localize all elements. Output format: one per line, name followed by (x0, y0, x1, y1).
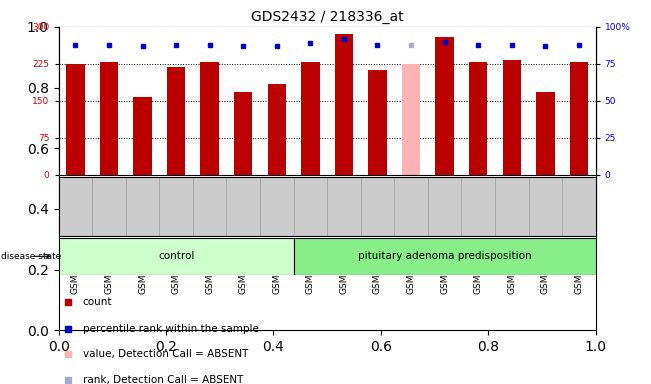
Text: percentile rank within the sample: percentile rank within the sample (83, 324, 258, 334)
Bar (167, 67, 186, 175)
Text: disease state: disease state (1, 252, 61, 261)
Text: pituitary adenoma predisposition: pituitary adenoma predisposition (358, 251, 531, 262)
Bar (268, 84, 286, 175)
Text: control: control (158, 251, 194, 262)
Bar (436, 37, 454, 175)
Bar (133, 98, 152, 175)
Text: value, Detection Call = ABSENT: value, Detection Call = ABSENT (83, 349, 248, 359)
Bar (234, 92, 253, 175)
Bar (536, 92, 555, 175)
Bar (100, 62, 118, 175)
Bar (201, 62, 219, 175)
Bar (368, 70, 387, 175)
FancyBboxPatch shape (294, 238, 596, 275)
Text: count: count (83, 296, 112, 307)
Bar (335, 34, 353, 175)
Bar (402, 64, 421, 175)
Bar (301, 62, 320, 175)
Bar (469, 62, 488, 175)
Bar (570, 62, 588, 175)
Text: rank, Detection Call = ABSENT: rank, Detection Call = ABSENT (83, 375, 243, 384)
FancyBboxPatch shape (59, 238, 294, 275)
Bar (503, 60, 521, 175)
Bar (66, 64, 85, 175)
Title: GDS2432 / 218336_at: GDS2432 / 218336_at (251, 10, 404, 25)
